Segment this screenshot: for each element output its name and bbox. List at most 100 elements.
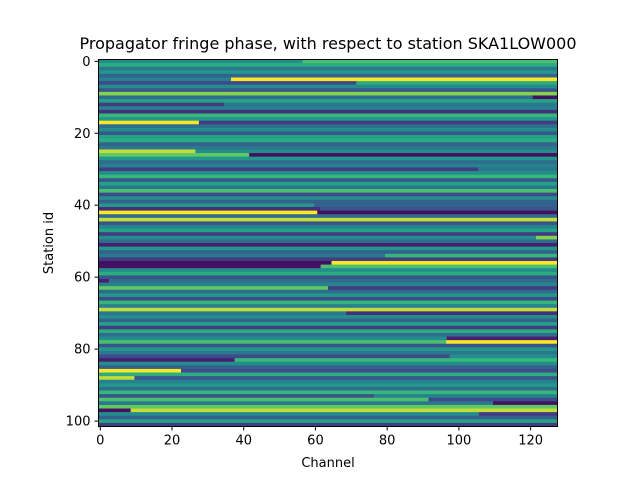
station-row-86-segment-a [98, 368, 181, 373]
station-row-39 [98, 199, 558, 204]
station-row-69 [98, 307, 558, 312]
station-row-25-segment-b [195, 149, 558, 154]
station-row-49-segment-a [98, 235, 536, 240]
station-row-9 [98, 91, 558, 96]
y-axis-ticks: 0 20 40 60 80 100 [66, 55, 99, 430]
station-row-29 [98, 163, 558, 168]
station-row-83-segment-b [234, 358, 558, 363]
station-row-90 [98, 383, 558, 388]
station-row-34 [98, 181, 558, 186]
station-row-82-segment-b [449, 354, 558, 359]
station-row-87 [98, 372, 558, 377]
x-tick-label-5: 100 [446, 434, 471, 449]
station-row-10-segment-a [98, 95, 533, 100]
station-row-13 [98, 106, 558, 111]
station-row-78-segment-a [98, 340, 447, 345]
y-tick-label-1: 20 [74, 127, 91, 142]
station-row-97-segment-a [98, 408, 131, 413]
station-row-46 [98, 225, 558, 230]
x-tick-label-2: 40 [235, 434, 252, 449]
station-row-30-segment-b [478, 167, 558, 172]
y-tick-label-0: 0 [82, 55, 90, 70]
station-row-0-segment-b [302, 59, 558, 64]
station-row-32 [98, 174, 558, 179]
station-row-40-segment-a [98, 203, 314, 208]
station-row-99 [98, 415, 558, 420]
station-row-62 [98, 282, 558, 287]
station-row-59 [98, 271, 558, 276]
station-row-21 [98, 135, 558, 140]
station-row-71 [98, 314, 558, 319]
station-row-11 [98, 99, 558, 104]
station-row-88-segment-a [98, 376, 135, 381]
station-row-16 [98, 117, 558, 122]
station-row-14 [98, 109, 558, 114]
station-row-54-segment-b [385, 253, 558, 258]
station-row-48 [98, 232, 558, 237]
station-row-94-segment-a [98, 397, 429, 402]
station-row-6-segment-a [98, 81, 357, 86]
station-row-1 [98, 63, 558, 68]
station-row-60 [98, 275, 558, 280]
y-axis-label: Station id [42, 212, 57, 274]
station-row-41-segment-b [320, 207, 558, 212]
station-row-63-segment-a [98, 286, 328, 291]
station-row-26-segment-b [249, 153, 558, 158]
station-row-7 [98, 84, 558, 89]
station-row-101 [98, 422, 558, 427]
heatmap-cells [98, 59, 558, 427]
station-row-37 [98, 192, 558, 197]
x-tick-label-1: 20 [164, 434, 181, 449]
station-row-41-segment-a [98, 207, 321, 212]
x-axis-ticks: 0 20 40 60 80 100 120 [96, 426, 543, 449]
y-tick-label-2: 40 [74, 199, 91, 214]
station-row-17-segment-b [198, 120, 558, 125]
station-row-12-segment-b [224, 102, 558, 107]
station-row-20 [98, 131, 558, 136]
station-row-57-segment-b [320, 264, 558, 269]
station-row-70-segment-b [345, 311, 558, 316]
station-row-54-segment-a [98, 253, 386, 258]
station-row-19 [98, 127, 558, 132]
station-row-78-segment-b [446, 340, 558, 345]
station-row-42-segment-a [98, 210, 318, 215]
station-row-81 [98, 350, 558, 355]
station-row-85 [98, 365, 558, 370]
station-row-82-segment-a [98, 354, 450, 359]
x-tick-label-6: 120 [518, 434, 543, 449]
station-row-4 [98, 73, 558, 78]
station-row-40-segment-b [313, 203, 558, 208]
station-row-8 [98, 88, 558, 93]
station-row-56-segment-a [98, 260, 332, 265]
station-row-97-segment-b [130, 408, 558, 413]
station-row-95-segment-b [492, 401, 558, 406]
x-tick-label-3: 60 [307, 434, 324, 449]
y-tick-label-3: 60 [74, 271, 91, 286]
plot-frame [98, 59, 558, 427]
station-row-45 [98, 221, 558, 226]
station-row-5-segment-a [98, 77, 232, 82]
y-tick-label-5: 100 [66, 415, 91, 430]
station-row-25-segment-a [98, 149, 196, 154]
station-row-33 [98, 178, 558, 183]
station-row-51 [98, 243, 558, 247]
station-row-3 [98, 70, 558, 75]
station-row-93-segment-a [98, 394, 375, 399]
station-row-23 [98, 142, 558, 147]
station-row-53 [98, 250, 558, 255]
x-axis-label: Channel [301, 456, 354, 471]
x-tick-label-4: 80 [379, 434, 396, 449]
station-row-24 [98, 145, 558, 150]
station-row-68 [98, 304, 558, 309]
station-row-47 [98, 228, 558, 233]
station-row-92 [98, 390, 558, 395]
station-row-75 [98, 329, 558, 334]
station-row-95-segment-a [98, 401, 493, 406]
station-row-52 [98, 246, 558, 251]
station-row-83-segment-a [98, 358, 235, 363]
station-row-91 [98, 386, 558, 391]
station-row-12-segment-a [98, 102, 225, 107]
station-row-77-segment-b [446, 336, 558, 341]
station-row-89 [98, 379, 558, 384]
